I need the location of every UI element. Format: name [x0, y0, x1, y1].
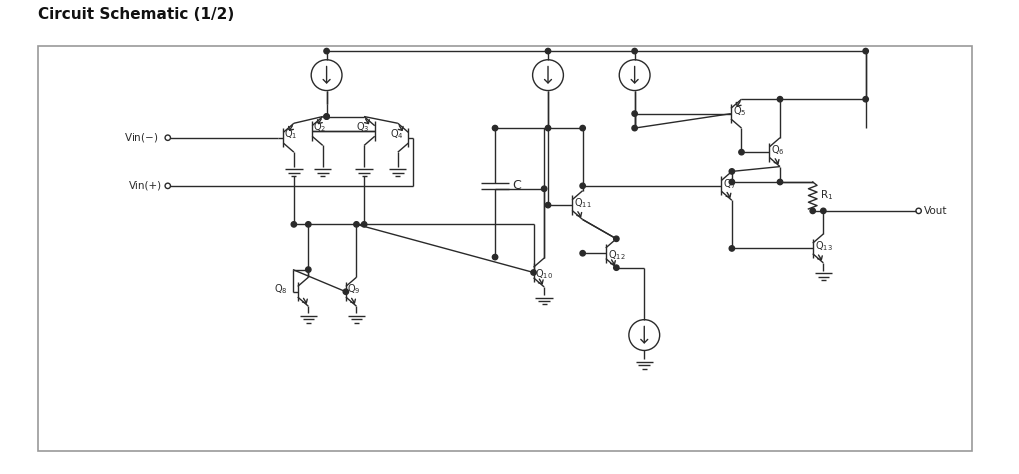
- Circle shape: [580, 183, 585, 189]
- Circle shape: [306, 267, 311, 272]
- Text: Q$_6$: Q$_6$: [771, 143, 785, 157]
- Text: Q$_9$: Q$_9$: [346, 282, 361, 296]
- Circle shape: [820, 208, 826, 214]
- Circle shape: [545, 48, 550, 54]
- Text: Q$_4$: Q$_4$: [390, 127, 404, 141]
- Text: C: C: [513, 179, 521, 192]
- Circle shape: [545, 126, 550, 131]
- Text: Q$_3$: Q$_3$: [357, 120, 370, 134]
- Circle shape: [632, 48, 637, 54]
- Text: Q$_{11}$: Q$_{11}$: [574, 196, 592, 210]
- Circle shape: [863, 48, 868, 54]
- Text: Q$_{13}$: Q$_{13}$: [814, 239, 833, 254]
- Circle shape: [492, 126, 497, 131]
- Text: Q$_8$: Q$_8$: [274, 282, 288, 296]
- Text: R$_1$: R$_1$: [820, 189, 834, 202]
- Circle shape: [613, 265, 620, 270]
- Circle shape: [730, 179, 735, 185]
- Text: Q$_7$: Q$_7$: [723, 177, 737, 191]
- Circle shape: [531, 270, 536, 275]
- Circle shape: [541, 186, 547, 191]
- Text: Vin($-$): Vin($-$): [124, 131, 159, 144]
- Circle shape: [632, 111, 637, 116]
- Circle shape: [362, 222, 367, 227]
- Circle shape: [291, 222, 297, 227]
- Text: Q$_1$: Q$_1$: [284, 127, 298, 141]
- Circle shape: [580, 126, 585, 131]
- Circle shape: [863, 97, 868, 102]
- Circle shape: [810, 208, 815, 214]
- Text: Q$_{12}$: Q$_{12}$: [607, 248, 626, 262]
- Circle shape: [730, 246, 735, 251]
- Circle shape: [306, 222, 311, 227]
- Circle shape: [324, 48, 329, 54]
- Text: Q$_{10}$: Q$_{10}$: [536, 267, 553, 281]
- Circle shape: [777, 179, 783, 185]
- Circle shape: [545, 202, 550, 208]
- Text: Vin(+): Vin(+): [129, 181, 162, 191]
- Text: Q$_2$: Q$_2$: [313, 120, 326, 134]
- Circle shape: [739, 149, 744, 155]
- Circle shape: [632, 126, 637, 131]
- Text: Vout: Vout: [924, 206, 948, 216]
- Text: Circuit Schematic (1/2): Circuit Schematic (1/2): [38, 7, 234, 22]
- Circle shape: [777, 97, 783, 102]
- Circle shape: [613, 236, 620, 241]
- Circle shape: [343, 289, 348, 294]
- Circle shape: [324, 114, 329, 119]
- Circle shape: [580, 251, 585, 256]
- Circle shape: [354, 222, 359, 227]
- Circle shape: [492, 255, 497, 260]
- Circle shape: [324, 114, 329, 119]
- Text: Q$_5$: Q$_5$: [733, 104, 746, 118]
- Circle shape: [730, 169, 735, 174]
